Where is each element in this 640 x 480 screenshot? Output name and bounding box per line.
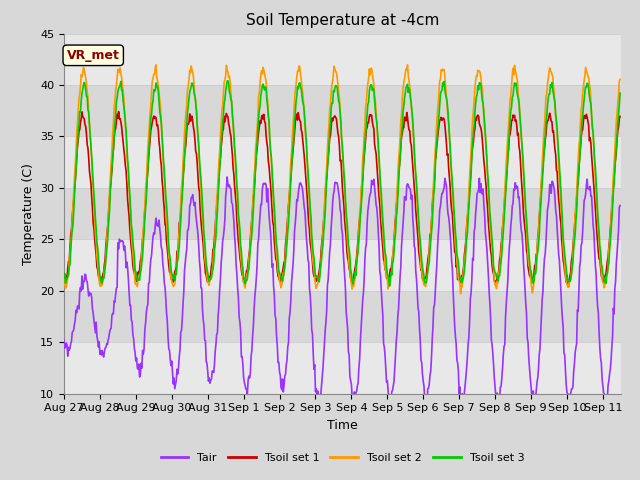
Tsoil set 1: [473, 113, 481, 119]
Tair: [223, 174, 231, 180]
Tsoil set 3: [386, 283, 394, 289]
Tsoil set 2: [319, 229, 327, 235]
Tsoil set 1: [460, 264, 467, 270]
Bar: [64, 188, 621, 240]
Tsoil set 3: [298, 93, 306, 99]
Tair: [461, 390, 468, 396]
Tsoil set 3: [319, 242, 327, 248]
Tsoil set 2: [457, 291, 465, 297]
Tsoil set 2: [63, 284, 70, 289]
Tsoil set 1: [564, 284, 572, 290]
Tair: [60, 337, 68, 343]
Bar: [64, 85, 621, 136]
Tsoil set 3: [63, 276, 70, 281]
Bar: [64, 342, 621, 394]
Tsoil set 1: [319, 229, 327, 235]
Line: Tair: Tair: [64, 177, 620, 409]
Line: Tsoil set 2: Tsoil set 2: [64, 65, 620, 294]
Tsoil set 2: [461, 257, 468, 263]
Title: Soil Temperature at -4cm: Soil Temperature at -4cm: [246, 13, 439, 28]
Tsoil set 1: [298, 130, 306, 135]
Bar: [64, 34, 621, 85]
Tsoil set 3: [60, 275, 68, 281]
Tair: [474, 189, 482, 195]
Tsoil set 1: [115, 108, 122, 114]
Text: VR_met: VR_met: [67, 49, 120, 62]
Bar: [64, 291, 621, 342]
Tsoil set 3: [461, 268, 468, 274]
Tair: [616, 203, 624, 208]
Tsoil set 3: [224, 78, 232, 84]
Tsoil set 1: [139, 236, 147, 242]
Bar: [64, 240, 621, 291]
Tsoil set 3: [138, 259, 146, 265]
Tsoil set 2: [616, 76, 624, 82]
Bar: [64, 136, 621, 188]
Tsoil set 3: [616, 90, 624, 96]
Tsoil set 2: [152, 62, 160, 68]
Y-axis label: Temperature (C): Temperature (C): [22, 163, 35, 264]
Tsoil set 2: [138, 251, 146, 256]
Tair: [319, 366, 327, 372]
Tair: [63, 340, 70, 346]
X-axis label: Time: Time: [327, 419, 358, 432]
Tsoil set 3: [474, 83, 482, 89]
Tsoil set 2: [474, 67, 482, 73]
Tsoil set 2: [60, 272, 68, 278]
Tsoil set 2: [298, 85, 306, 91]
Tsoil set 1: [60, 279, 68, 285]
Line: Tsoil set 1: Tsoil set 1: [64, 111, 620, 287]
Tair: [138, 365, 146, 371]
Line: Tsoil set 3: Tsoil set 3: [64, 81, 620, 286]
Tsoil set 1: [616, 113, 624, 119]
Tair: [423, 406, 431, 412]
Legend: Tair, Tsoil set 1, Tsoil set 2, Tsoil set 3: Tair, Tsoil set 1, Tsoil set 2, Tsoil se…: [156, 448, 529, 467]
Tsoil set 1: [63, 273, 70, 279]
Tair: [298, 184, 306, 190]
